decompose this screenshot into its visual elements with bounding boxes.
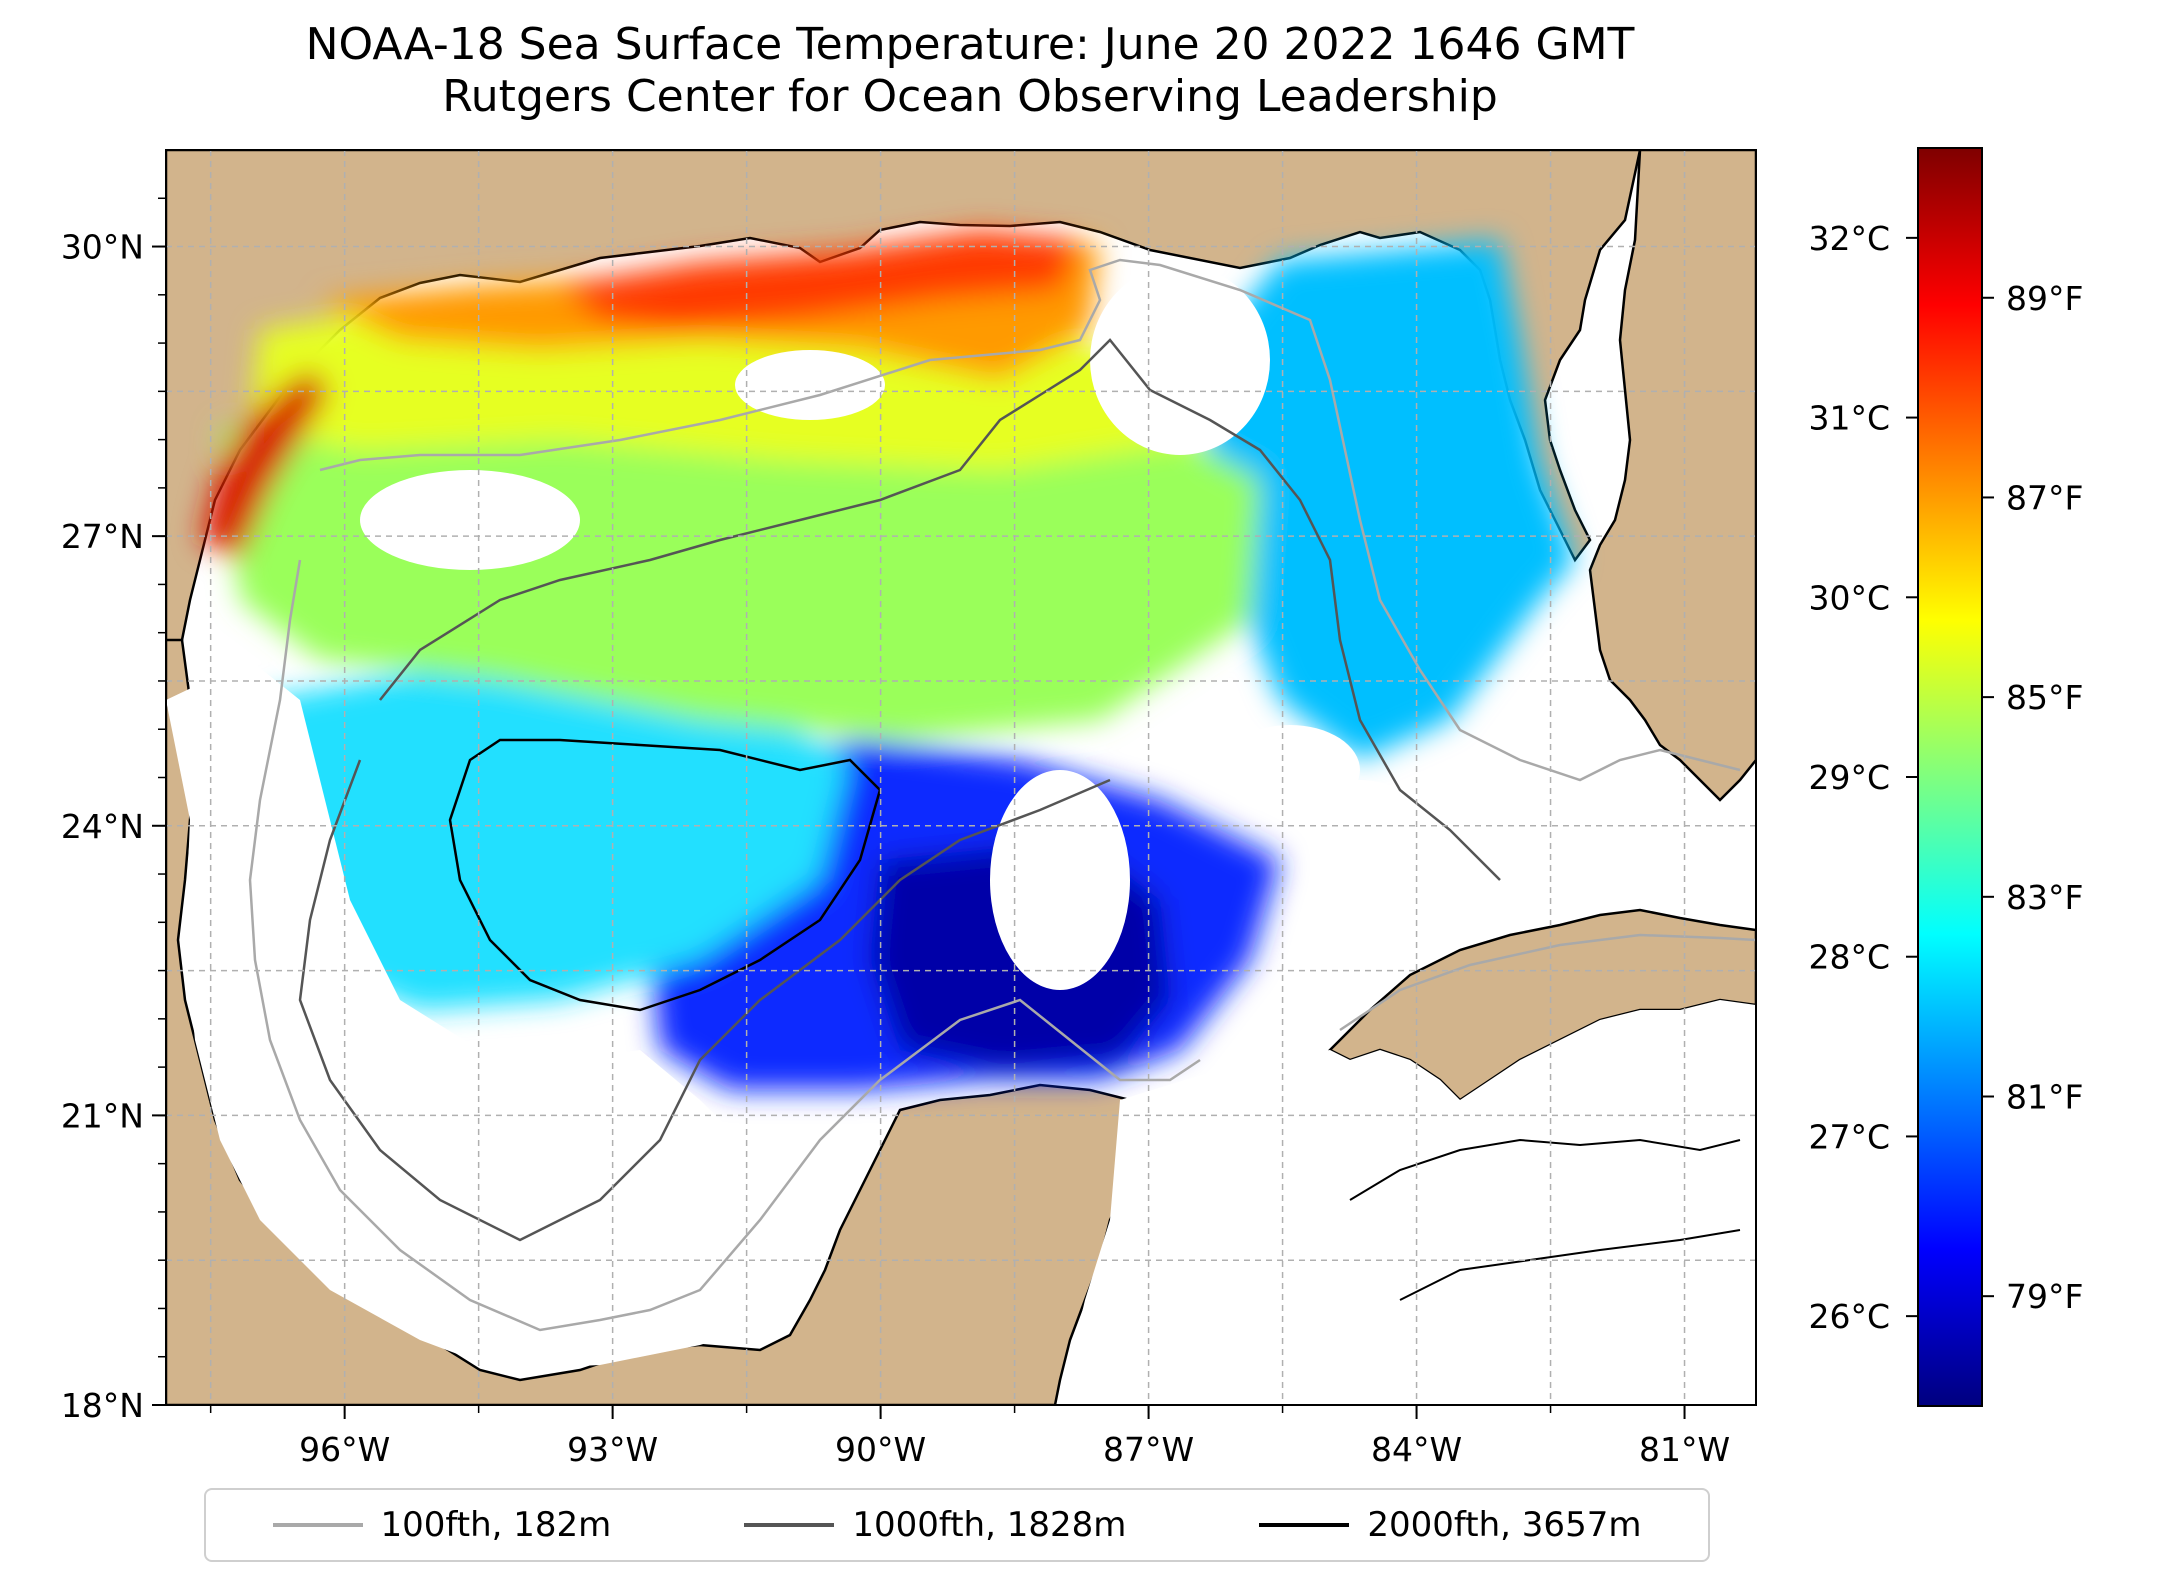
contour-1000fth [379,338,1501,881]
colorbar-celsius-axis: 26°C 27°C 28°C 29°C 30°C 31°C 32°C [1808,219,1918,1336]
sst-region-cool-east [1200,240,1575,760]
cloud-gap-mississippi [1090,265,1270,455]
legend-swatch-1000fth [744,1523,835,1527]
fahrenheit-tick-label: 85°F [2006,678,2083,717]
fahrenheit-tick-label: 89°F [2006,279,2083,318]
sst-region-red-coast [560,230,1080,330]
fahrenheit-tick-label: 81°F [2006,1077,2083,1116]
colorbar [1917,147,1983,1407]
lon-tick-label: 84°W [1371,1430,1462,1469]
fahrenheit-tick-label: 79°F [2006,1277,2083,1316]
celsius-tick-label: 28°C [1808,938,1890,977]
cloud-gap-louisiana [735,350,885,420]
lon-tick-label: 93°W [567,1430,658,1469]
contour-100fth [319,258,1741,782]
celsius-tick-label: 26°C [1808,1297,1890,1336]
lon-tick-label: 87°W [1103,1430,1194,1469]
fahrenheit-tick-label: 83°F [2006,878,2083,917]
longitude-axis: 96°W 93°W 90°W 87°W 84°W 81°W [209,1405,1730,1469]
map-panel [166,150,1756,1405]
lat-tick-label: 27°N [61,517,144,556]
lat-tick-label: 24°N [61,807,144,846]
legend-swatch-2000fth [1259,1523,1350,1527]
cloud-gap-sw-florida [1300,780,1420,860]
contour-legend: 100fth, 182m 1000fth, 1828m 2000fth, 365… [204,1488,1710,1562]
land-florida [1588,150,1756,802]
contour-cuba-shelf [1339,933,1756,1032]
sst-field [200,230,1575,1090]
lat-tick-label: 21°N [61,1096,144,1135]
legend-entry-2000fth: 2000fth, 3657m [1259,1505,1641,1545]
cloud-gap-straits [1060,1000,1756,1405]
sst-region-cyan-west [260,660,850,1010]
contour-1000fth-west [298,759,1111,1242]
cloud-gap-texas-shelf [360,470,580,570]
cloud-gap-west [166,660,800,1370]
chart-title: NOAA-18 Sea Surface Temperature: June 20… [305,19,1635,70]
legend-entry-1000fth: 1000fth, 1828m [744,1505,1126,1545]
legend-entry-100fth: 100fth, 182m [272,1505,612,1545]
legend-label-100fth: 100fth, 182m [380,1505,612,1545]
celsius-tick-label: 31°C [1808,399,1890,438]
lat-tick-label: 18°N [61,1386,144,1425]
legend-swatch-100fth [272,1523,363,1527]
chart-subtitle: Rutgers Center for Ocean Observing Leade… [442,71,1498,122]
colorbar-fahrenheit-axis: 79°F 81°F 83°F 85°F 87°F 89°F [1982,279,2083,1316]
legend-label-2000fth: 2000fth, 3657m [1367,1505,1642,1545]
celsius-tick-label: 32°C [1808,219,1890,258]
contour-2000fth [448,738,882,1012]
bathymetry-contours [248,258,1756,1332]
celsius-tick-label: 27°C [1808,1117,1890,1156]
legend-label-1000fth: 1000fth, 1828m [852,1505,1127,1545]
cloud-gaps [166,265,1756,1405]
latitude-axis: 18°N 21°N 24°N 27°N 30°N [61,197,166,1425]
cloud-gap-yucatan-channel [990,770,1130,990]
lon-tick-label: 96°W [299,1430,390,1469]
celsius-tick-label: 30°C [1808,578,1890,617]
sst-region-red-texas-coast [200,370,330,560]
contour-100fth-mexico [248,559,1201,1332]
lon-tick-label: 81°W [1639,1430,1730,1469]
fahrenheit-tick-label: 87°F [2006,478,2083,517]
lon-tick-label: 90°W [835,1430,926,1469]
lat-tick-label: 30°N [61,228,144,267]
gridlines [166,150,1756,1405]
celsius-tick-label: 29°C [1808,758,1890,797]
